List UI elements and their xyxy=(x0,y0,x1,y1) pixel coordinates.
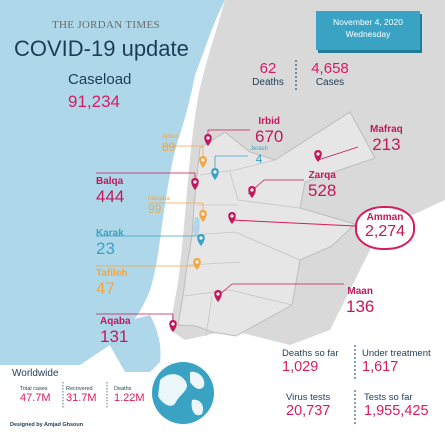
total-deaths: Deaths so far 1,029 xyxy=(282,348,339,375)
city-jerash-value: 4 xyxy=(255,152,263,166)
city-maan: Maan 136 xyxy=(346,286,374,317)
ajloun-pin-icon xyxy=(199,156,207,168)
worldwide-total: Total cases 47.7M xyxy=(20,386,51,404)
daily-deaths: 62 Deaths xyxy=(245,60,291,88)
daily-cases-label: Cases xyxy=(315,77,345,88)
masthead: THE JORDAN TIMES xyxy=(52,19,160,31)
worldwide-deaths-label: Deaths xyxy=(114,386,132,392)
mafraq-pin-icon xyxy=(314,150,322,162)
city-amman-value: 2,274 xyxy=(364,223,406,240)
madaba-pin-icon xyxy=(199,210,207,222)
city-tafileh: Tafileh 47 xyxy=(96,268,127,299)
dead-sea xyxy=(193,216,200,236)
city-amman: Amman 2,274 xyxy=(355,206,415,250)
tests-so-far: Tests so far 1,955,425 xyxy=(364,392,429,419)
maan-pin-icon xyxy=(214,290,222,302)
city-jerash-name: Jerash xyxy=(250,146,269,152)
worldwide-deaths: Deaths 1.22M xyxy=(114,386,145,404)
city-karak: Karak 23 xyxy=(96,228,124,259)
city-ajloun-value: 89 xyxy=(162,140,176,154)
designer-credit: Designed by Amjad Ghsoun xyxy=(10,422,84,428)
jordan-territory xyxy=(177,111,376,337)
city-mafraq-name: Mafraq xyxy=(370,124,403,135)
city-zarqa-value: 528 xyxy=(308,181,337,200)
city-aqaba-value: 131 xyxy=(100,327,129,346)
city-madaba-name: Madaba xyxy=(148,196,170,202)
gulf-of-aqaba xyxy=(100,315,161,372)
total-deaths-label: Deaths so far xyxy=(282,348,339,359)
page-title: COVID-19 update xyxy=(14,36,189,61)
karak-pin-icon xyxy=(197,234,205,246)
worldwide-recovered-label: Recovered xyxy=(66,386,93,392)
city-maan-name: Maan xyxy=(347,286,373,297)
worldwide-deaths-value: 1.22M xyxy=(114,392,145,404)
tests-so-far-value: 1,955,425 xyxy=(364,403,429,419)
city-maan-value: 136 xyxy=(346,297,375,316)
daily-cases-value: 4,658 xyxy=(311,60,349,77)
date-text: November 4, 2020 xyxy=(333,17,403,27)
city-karak-value: 23 xyxy=(96,239,115,258)
city-jerash: Jerash 4 xyxy=(250,146,268,166)
jerash-pin-icon xyxy=(211,168,219,180)
city-zarqa-name: Zarqa xyxy=(308,170,336,181)
city-balqa: Balqa 444 xyxy=(96,176,124,207)
balqa-pin-icon xyxy=(191,178,199,190)
caseload-label: Caseload xyxy=(68,71,132,88)
city-aqaba: Aqaba 131 xyxy=(100,316,131,347)
city-balqa-name: Balqa xyxy=(96,176,124,187)
total-deaths-value: 1,029 xyxy=(282,359,319,375)
daily-cases: 4,658 Cases xyxy=(300,60,360,88)
worldwide-total-value: 47.7M xyxy=(20,392,51,404)
city-mafraq: Mafraq 213 xyxy=(370,124,403,155)
worldwide-title: Worldwide xyxy=(12,368,59,379)
worldwide-total-label: Total cases xyxy=(20,386,48,392)
under-treatment-label: Under treatment xyxy=(362,348,431,359)
aqaba-pin-icon xyxy=(169,320,177,332)
city-ajloun: Ajloun 89 xyxy=(162,134,179,154)
under-treatment-value: 1,617 xyxy=(362,359,399,375)
under-treatment: Under treatment 1,617 xyxy=(362,348,431,375)
city-irbid-name: Irbid xyxy=(258,116,281,127)
amman-pin-icon xyxy=(228,212,236,224)
city-irbid-value: 670 xyxy=(255,127,284,146)
date-banner: November 4, 2020 Wednesday xyxy=(316,11,420,50)
city-aqaba-name: Aqaba xyxy=(100,316,131,327)
city-karak-name: Karak xyxy=(96,228,124,239)
virus-tests-label: Virus tests xyxy=(286,392,331,403)
daily-deaths-label: Deaths xyxy=(252,77,284,88)
worldwide-recovered-value: 31.7M xyxy=(66,392,97,404)
virus-tests-value: 20,737 xyxy=(286,403,331,419)
daily-deaths-value: 62 xyxy=(259,60,277,77)
weekday-text: Wednesday xyxy=(345,29,391,39)
city-ajloun-name: Ajloun xyxy=(162,134,179,140)
city-tafileh-name: Tafileh xyxy=(96,268,128,279)
city-madaba-value: 99 xyxy=(148,202,162,216)
zarqa-pin-icon xyxy=(248,186,256,198)
irbid-pin-icon xyxy=(204,134,212,146)
mediterranean-sea xyxy=(0,0,225,365)
city-amman-name: Amman xyxy=(366,212,404,223)
city-tafileh-value: 47 xyxy=(96,279,115,298)
virus-tests: Virus tests 20,737 xyxy=(286,392,330,419)
worldwide-recovered: Recovered 31.7M xyxy=(66,386,97,404)
caseload-value: 91,234 xyxy=(68,92,120,111)
city-zarqa: Zarqa 528 xyxy=(308,170,336,201)
leader-lines xyxy=(96,129,359,326)
tafileh-pin-icon xyxy=(193,258,201,270)
tests-so-far-label: Tests so far xyxy=(364,392,413,403)
city-mafraq-value: 213 xyxy=(372,135,401,154)
globe-icon xyxy=(152,362,214,424)
city-irbid: Irbid 670 xyxy=(255,116,283,147)
city-madaba: Madaba 99 xyxy=(148,196,170,216)
city-balqa-value: 444 xyxy=(96,187,125,206)
